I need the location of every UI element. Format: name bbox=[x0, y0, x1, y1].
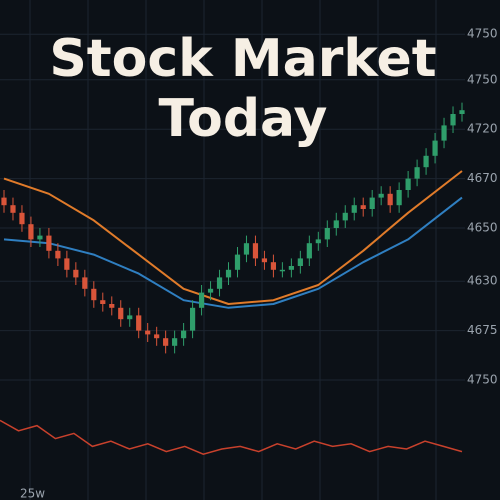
candle-body bbox=[288, 266, 294, 270]
moving-average-line bbox=[3, 170, 463, 305]
y-tick-label: 4630 bbox=[467, 274, 498, 288]
y-tick-label: 4670 bbox=[467, 171, 498, 185]
candle-body bbox=[136, 315, 142, 331]
indicator-line bbox=[0, 419, 463, 455]
candle-body bbox=[1, 197, 7, 206]
candle-body bbox=[297, 258, 303, 266]
candle-body bbox=[270, 262, 277, 270]
candle-body bbox=[360, 205, 366, 209]
candle-body bbox=[252, 243, 259, 259]
candle-body bbox=[10, 205, 16, 213]
candle-body bbox=[342, 212, 348, 221]
candle-body bbox=[163, 338, 169, 346]
y-tick-label: 4650 bbox=[467, 221, 498, 235]
y-tick-label: 4675 bbox=[467, 323, 498, 337]
y-tick-label: 4750 bbox=[467, 373, 498, 387]
candle-body bbox=[100, 300, 106, 304]
candle-body bbox=[378, 193, 384, 198]
candle-body bbox=[127, 315, 133, 320]
candle-body bbox=[118, 307, 124, 320]
candle-body bbox=[46, 235, 52, 251]
candle-body bbox=[73, 269, 79, 278]
candle-body bbox=[459, 110, 465, 114]
candle-body bbox=[450, 114, 456, 126]
candle-body bbox=[64, 258, 70, 270]
candle-body bbox=[306, 243, 312, 259]
candle-body bbox=[423, 155, 429, 168]
y-tick-label: 4750 bbox=[467, 72, 498, 86]
grid bbox=[0, 0, 465, 500]
x-axis-label: 25w bbox=[20, 487, 45, 500]
moving-average-line bbox=[3, 196, 463, 309]
candle-body bbox=[324, 228, 330, 240]
candle-body bbox=[387, 193, 393, 206]
candle-body bbox=[432, 140, 438, 156]
candle-body bbox=[396, 190, 402, 206]
candle-body bbox=[333, 220, 339, 228]
candle-body bbox=[369, 197, 375, 209]
candle-body bbox=[172, 338, 178, 346]
chart-title: Stock Market bbox=[49, 29, 436, 89]
candle-body bbox=[261, 258, 268, 263]
candle-body bbox=[198, 292, 205, 308]
candle-body bbox=[82, 277, 88, 289]
candle-body bbox=[154, 334, 160, 339]
candle-body bbox=[243, 243, 250, 255]
candle-body bbox=[19, 212, 25, 225]
y-tick-label: 4720 bbox=[467, 122, 498, 136]
candle-body bbox=[207, 288, 214, 293]
y-tick-label: 4750 bbox=[467, 27, 498, 41]
candle-body bbox=[315, 239, 321, 244]
candle-body bbox=[234, 254, 241, 270]
candle-body bbox=[351, 205, 357, 213]
candle-body bbox=[216, 277, 223, 289]
candle-body bbox=[405, 178, 411, 190]
candle-body bbox=[441, 125, 447, 141]
candle-body bbox=[28, 224, 34, 240]
candle-body bbox=[189, 307, 196, 331]
candle-body bbox=[145, 330, 151, 335]
chart-title: Today bbox=[159, 89, 328, 149]
plot bbox=[0, 102, 465, 455]
candle-body bbox=[91, 288, 97, 301]
candle-body bbox=[181, 330, 187, 339]
candle-body bbox=[37, 235, 43, 240]
candle-body bbox=[109, 304, 115, 308]
candle-body bbox=[225, 269, 232, 278]
candle-body bbox=[279, 269, 285, 272]
candle-body bbox=[55, 250, 61, 259]
candle-body bbox=[414, 167, 420, 179]
